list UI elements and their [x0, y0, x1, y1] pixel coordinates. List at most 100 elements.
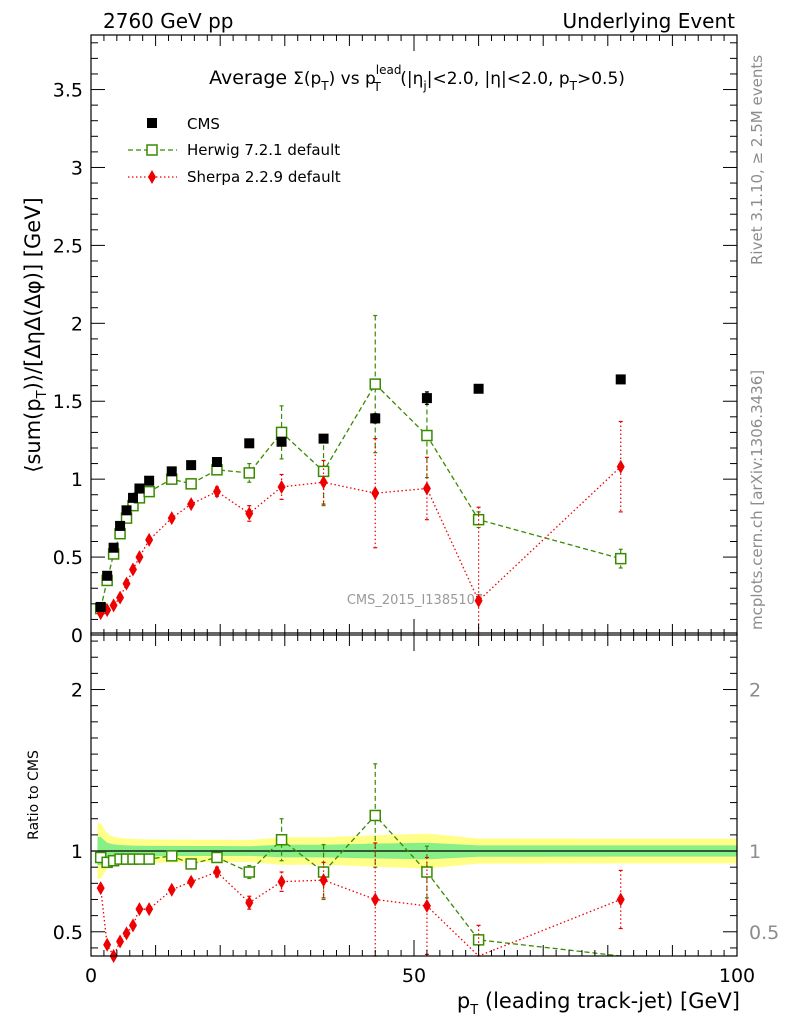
- main-plot-panel: CMS_2015_I1385107 0 0.5 1 1.5 2 2.5 3 3.5 Avera…: [21, 34, 738, 647]
- plot-title: Average Σ(pT) vs plead T (|ηj|<2.0, |η|<2…: [209, 63, 625, 94]
- herwig-point: [317, 465, 330, 478]
- ratio-herwig-point: [421, 866, 433, 878]
- cms-point: [211, 457, 222, 468]
- ratio-sherpa-point: [616, 892, 625, 907]
- ratio-sherpa-point: [245, 895, 254, 910]
- cms-point: [144, 475, 155, 486]
- herwig-point: [185, 478, 197, 490]
- x-axis-label: pT (leading track-jet) [GeV]: [457, 989, 740, 1018]
- legend-label-cms: CMS: [187, 115, 220, 133]
- herwig-point: [614, 552, 627, 565]
- sherpa-point: [135, 550, 144, 565]
- y-tick-label: 2.5: [53, 235, 83, 257]
- cms-point: [276, 436, 287, 447]
- sherpa-point: [128, 562, 137, 577]
- herwig-point: [275, 426, 288, 439]
- legend-label-sherpa: Sherpa 2.2.9 default: [187, 168, 341, 186]
- ratio-herwig-point: [166, 850, 178, 862]
- sherpa-point: [245, 506, 254, 521]
- sherpa-point: [122, 576, 131, 591]
- ratio-sherpa-point: [187, 874, 196, 889]
- sherpa-point: [319, 475, 328, 490]
- herwig-line: [100, 383, 621, 609]
- cms-point: [615, 374, 626, 385]
- header-left: 2760 GeV pp: [103, 9, 234, 33]
- sherpa-point: [212, 484, 221, 499]
- ratio-y-tick-label: 0.5: [53, 922, 83, 944]
- ratio-y-tick-label-right: 2: [749, 680, 761, 702]
- cms-point: [121, 505, 132, 516]
- ratio-y-tick-label-right: 1: [749, 841, 761, 863]
- cms-point: [318, 433, 329, 444]
- sherpa-point: [167, 511, 176, 526]
- sherpa-point: [474, 593, 483, 608]
- ratio-sherpa-point: [145, 902, 154, 917]
- rivet-info: Rivet 3.1.10, ≥ 2.5M events: [748, 55, 766, 265]
- ratio-plot-frame: [90, 632, 738, 957]
- ratio-herwig-point: [472, 934, 485, 946]
- ratio-y-tick-label: 1: [71, 841, 83, 863]
- y-tick-label: 0.5: [53, 547, 83, 569]
- ratio-sherpa-point: [122, 926, 131, 941]
- cms-point: [186, 460, 197, 471]
- sherpa-line: [100, 466, 622, 614]
- watermark: CMS_2015_I1385107: [347, 593, 483, 608]
- cms-point: [370, 413, 381, 424]
- cms-point: [166, 466, 177, 477]
- legend: CMS Herwig 7.2.1 default Sherpa 2.2.9 de…: [128, 115, 341, 186]
- ratio-y-tick-label: 2: [71, 680, 83, 702]
- legend-marker-sherpa: [148, 170, 156, 184]
- y-tick-label: 0: [71, 625, 83, 647]
- ratio-sherpa-point: [422, 898, 431, 913]
- cms-point: [421, 393, 432, 404]
- legend-marker-cms: [147, 118, 157, 128]
- ratio-sherpa-point: [167, 882, 176, 897]
- ratio-sherpa-point: [135, 902, 144, 917]
- sherpa-point: [116, 590, 125, 605]
- y-axis-label: ⟨sum(pT)⟩/[ΔηΔ(Δφ)] [GeV]: [21, 197, 50, 473]
- y-tick-label: 3: [71, 157, 83, 179]
- y-tick-label: 1.5: [53, 391, 83, 413]
- cms-point: [134, 483, 145, 494]
- mcplots-info: mcplots.cern.ch [arXiv:1306.3436]: [748, 370, 766, 630]
- ratio-sherpa-point: [96, 881, 105, 896]
- cms-point: [244, 438, 255, 449]
- legend-marker-herwig: [146, 144, 158, 156]
- ratio-herwig-point: [133, 853, 146, 865]
- ratio-y-tick-label-right: 0.5: [749, 922, 779, 944]
- herwig-point: [243, 467, 256, 479]
- ratio-sherpa-point: [371, 892, 380, 907]
- herwig-point: [421, 429, 433, 442]
- x-tick-label: 50: [402, 965, 426, 987]
- ratio-sherpa-line: [100, 871, 621, 958]
- x-tick-label: 100: [719, 965, 755, 987]
- ratio-herwig-point: [243, 866, 256, 878]
- sherpa-point: [187, 497, 196, 512]
- cms-point: [115, 520, 126, 531]
- ratio-sherpa-point: [103, 937, 112, 952]
- herwig-point: [143, 485, 155, 498]
- ratio-herwig-point: [369, 809, 381, 822]
- ratio-sherpa-point: [116, 934, 125, 949]
- ratio-y-axis-label: Ratio to CMS: [26, 750, 42, 840]
- ratio-herwig-point: [275, 833, 288, 846]
- ratio-plot-panel: 0.5 0.5 1 1 2 2 Ratio to CMS: [26, 632, 779, 963]
- cms-point: [127, 492, 138, 503]
- sherpa-point: [371, 486, 380, 501]
- ratio-herwig-point: [143, 853, 155, 865]
- sherpa-point: [616, 459, 625, 474]
- herwig-point: [369, 378, 381, 390]
- legend-label-herwig: Herwig 7.2.1 default: [187, 141, 340, 159]
- sherpa-point: [422, 481, 431, 496]
- ratio-sherpa-point: [277, 874, 286, 889]
- sherpa-point: [109, 598, 118, 613]
- cms-point: [473, 383, 484, 394]
- header-right: Underlying Event: [562, 9, 735, 33]
- x-tick-label: 0: [85, 965, 97, 987]
- ratio-herwig-point: [185, 858, 197, 870]
- cms-point: [102, 570, 113, 581]
- ratio-sherpa-point: [128, 918, 137, 933]
- y-tick-label: 3.5: [53, 80, 83, 102]
- ratio-sherpa-point: [212, 865, 221, 880]
